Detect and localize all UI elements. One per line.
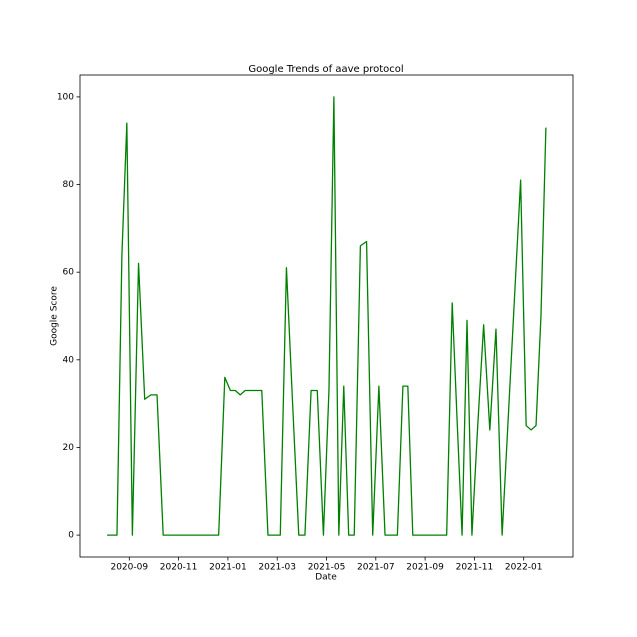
y-tick-label: 20 [63,443,75,453]
x-tick-label: 2021-07 [357,563,395,573]
plot-frame [79,74,574,558]
y-tick-label: 100 [57,92,74,102]
y-tick-label: 80 [63,180,75,190]
x-tick-label: 2021-11 [456,563,494,573]
x-tick-label: 2021-01 [209,563,247,573]
data-line [107,96,547,536]
x-tick-label: 2020-11 [160,563,198,573]
y-tick-label: 40 [63,355,75,365]
y-tick-label: 60 [63,268,75,278]
x-tick-label: 2022-01 [505,563,543,573]
x-tick-label: 2021-05 [308,563,346,573]
y-axis-label: Google Score [50,286,60,346]
x-tick-label: 2021-03 [258,563,296,573]
y-tick-label: 0 [68,531,74,541]
x-axis-label: Date [315,573,337,583]
chart-title: Google Trends of aave protocol [248,64,403,75]
x-tick-label: 2021-09 [406,563,444,573]
x-tick-label: 2020-09 [110,563,148,573]
